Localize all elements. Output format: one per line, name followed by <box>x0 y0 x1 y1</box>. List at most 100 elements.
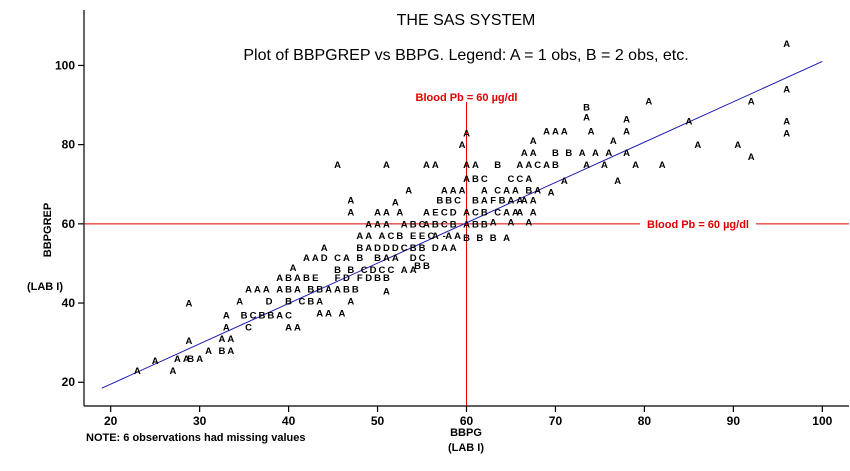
scatter-point: D <box>370 265 377 276</box>
scatter-point: A <box>347 196 354 207</box>
scatter-point: A <box>592 148 599 159</box>
scatter-point: A <box>459 186 466 197</box>
scatter-point: A <box>441 186 448 197</box>
scatter-point: B <box>352 285 359 296</box>
scatter-point: B <box>285 285 292 296</box>
scatter-point: A <box>236 297 243 308</box>
scatter-point: A <box>610 136 617 147</box>
scatter-point: B <box>374 273 381 284</box>
scatter-point: C <box>472 207 479 218</box>
scatter-point: A <box>659 160 666 171</box>
scatter-point: E <box>312 273 318 284</box>
scatter-point: A <box>748 97 755 108</box>
scatter-point: C <box>508 174 515 185</box>
scatter-point: A <box>481 196 488 207</box>
scatter-point: A <box>285 322 292 333</box>
scatter-point: A <box>186 336 193 347</box>
x-axis-label: BBPG <box>450 427 482 439</box>
scatter-point: A <box>316 308 323 319</box>
scatter-point: C <box>419 253 426 264</box>
scatter-point: A <box>263 285 270 296</box>
y-tick-label: 60 <box>62 217 76 231</box>
scatter-point: A <box>374 219 381 230</box>
scatter-point: B <box>241 310 248 321</box>
scatter-point: D <box>383 243 390 254</box>
scatter-point: A <box>543 160 550 171</box>
scatter-point: B <box>347 265 354 276</box>
scatter-point: A <box>401 219 408 230</box>
scatter-point: C <box>494 186 501 197</box>
scatter-point: B <box>472 196 479 207</box>
x-axis-label-unit: (LAB I) <box>448 442 484 454</box>
scatter-point: B <box>414 261 421 272</box>
scatter-point: A <box>623 148 630 159</box>
scatter-point: F <box>357 273 363 284</box>
reference-label-bg <box>640 216 756 230</box>
scatter-point: C <box>441 207 448 218</box>
scatter-point: A <box>410 265 417 276</box>
scatter-point: C <box>481 174 488 185</box>
scatter-point: C <box>401 243 408 254</box>
scatter-point: B <box>334 265 341 276</box>
scatter-point: B <box>410 219 417 230</box>
scatter-point: B <box>565 148 572 159</box>
scatter-point: A <box>503 207 510 218</box>
scatter-point: A <box>383 160 390 171</box>
scatter-point: B <box>356 243 363 254</box>
scatter-point: B <box>423 261 430 272</box>
scatter-point: A <box>463 219 470 230</box>
scatter-point: A <box>503 186 510 197</box>
scatter-point: A <box>432 160 439 171</box>
chart-title: THE SAS SYSTEM <box>397 12 536 29</box>
scatter-point: A <box>450 186 457 197</box>
scatter-point: A <box>463 160 470 171</box>
scatter-point: B <box>374 253 381 264</box>
scatter-point: A <box>227 334 234 345</box>
scatter-point: A <box>152 356 159 367</box>
scatter-point: B <box>187 354 194 365</box>
scatter-point: B <box>525 186 532 197</box>
scatter-point: A <box>276 285 283 296</box>
scatter-point: A <box>645 97 652 108</box>
x-ticks: 20 30 40 50 60 70 80 90 100 <box>104 406 833 428</box>
x-tick-label: 80 <box>638 414 652 428</box>
scatter-point: B <box>472 174 479 185</box>
scatter-point: A <box>454 231 461 242</box>
scatter-point: A <box>218 334 225 345</box>
scatter-point: A <box>365 219 372 230</box>
regression-line <box>101 61 823 389</box>
scatter-point: A <box>196 354 203 365</box>
scatter-point: A <box>325 308 332 319</box>
scatter-point: A <box>525 217 532 228</box>
x-tick-label: 70 <box>549 414 563 428</box>
scatter-point: B <box>490 233 497 244</box>
scatter-point: A <box>347 297 354 308</box>
scatter-point: A <box>503 233 510 244</box>
scatter-point: A <box>512 207 519 218</box>
scatter-point: A <box>374 207 381 218</box>
scatter-point: A <box>356 231 363 242</box>
scatter-point: B <box>476 233 483 244</box>
scatter-point: B <box>552 160 559 171</box>
scatter-point: A <box>334 160 341 171</box>
scatter-point: A <box>379 231 386 242</box>
scatter-point: A <box>134 366 141 377</box>
scatter-point: A <box>548 188 555 199</box>
scatter-point: B <box>343 285 350 296</box>
scatter-point: A <box>321 243 328 254</box>
scatter-point: A <box>694 140 701 151</box>
scatter-point: C <box>427 231 434 242</box>
scatter-point: A <box>463 207 470 218</box>
scatter-point: A <box>223 310 230 321</box>
scatter-point: C <box>285 310 292 321</box>
scatter-point: A <box>614 176 621 187</box>
scatter-point: A <box>227 346 234 357</box>
scatter-point: A <box>543 126 550 137</box>
x-tick-label: 50 <box>371 414 385 428</box>
scatter-point: D <box>343 273 350 284</box>
scatter-point: A <box>530 148 537 159</box>
scatter-point: A <box>530 136 537 147</box>
scatter-point: A <box>632 160 639 171</box>
scatter-point: B <box>481 219 488 230</box>
scatter-point: A <box>508 217 515 228</box>
